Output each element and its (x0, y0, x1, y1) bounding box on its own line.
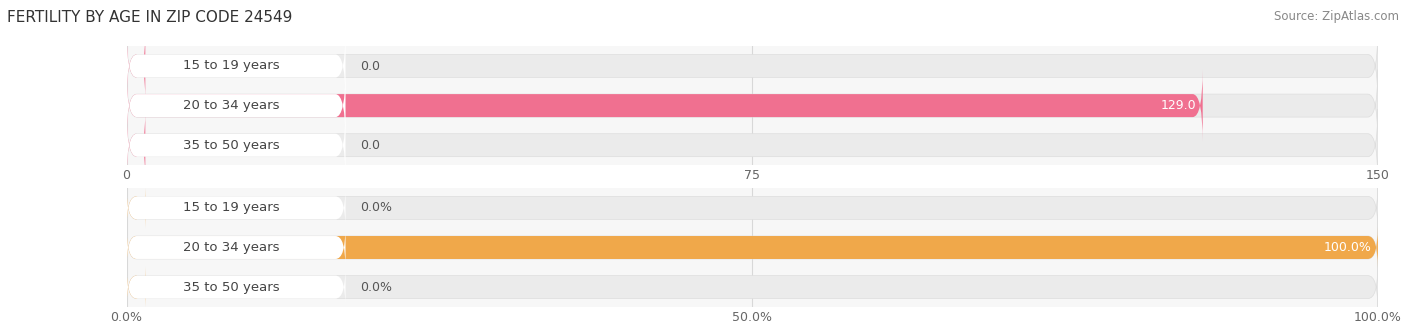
Text: 0.0: 0.0 (360, 139, 381, 152)
FancyBboxPatch shape (127, 30, 145, 102)
FancyBboxPatch shape (127, 267, 346, 307)
Text: 15 to 19 years: 15 to 19 years (183, 59, 280, 73)
FancyBboxPatch shape (127, 70, 1202, 142)
Text: FERTILITY BY AGE IN ZIP CODE 24549: FERTILITY BY AGE IN ZIP CODE 24549 (7, 10, 292, 25)
FancyBboxPatch shape (127, 188, 1378, 228)
Text: 20 to 34 years: 20 to 34 years (183, 99, 280, 112)
FancyBboxPatch shape (127, 30, 346, 102)
Text: 35 to 50 years: 35 to 50 years (183, 139, 280, 152)
FancyBboxPatch shape (127, 70, 346, 142)
FancyBboxPatch shape (127, 227, 346, 268)
FancyBboxPatch shape (127, 227, 1378, 268)
Text: 0.0%: 0.0% (360, 280, 392, 294)
Text: 0.0%: 0.0% (360, 201, 392, 214)
Text: 0.0: 0.0 (360, 59, 381, 73)
FancyBboxPatch shape (127, 267, 145, 307)
FancyBboxPatch shape (127, 109, 346, 181)
Text: Source: ZipAtlas.com: Source: ZipAtlas.com (1274, 10, 1399, 23)
Text: 20 to 34 years: 20 to 34 years (183, 241, 280, 254)
FancyBboxPatch shape (127, 188, 346, 228)
FancyBboxPatch shape (127, 109, 145, 181)
FancyBboxPatch shape (127, 267, 1378, 307)
Text: 35 to 50 years: 35 to 50 years (183, 280, 280, 294)
FancyBboxPatch shape (127, 188, 145, 228)
Text: 129.0: 129.0 (1161, 99, 1197, 112)
FancyBboxPatch shape (127, 30, 1378, 102)
Text: 15 to 19 years: 15 to 19 years (183, 201, 280, 214)
FancyBboxPatch shape (127, 70, 1378, 142)
Text: 100.0%: 100.0% (1323, 241, 1372, 254)
FancyBboxPatch shape (127, 109, 1378, 181)
FancyBboxPatch shape (127, 227, 1378, 268)
